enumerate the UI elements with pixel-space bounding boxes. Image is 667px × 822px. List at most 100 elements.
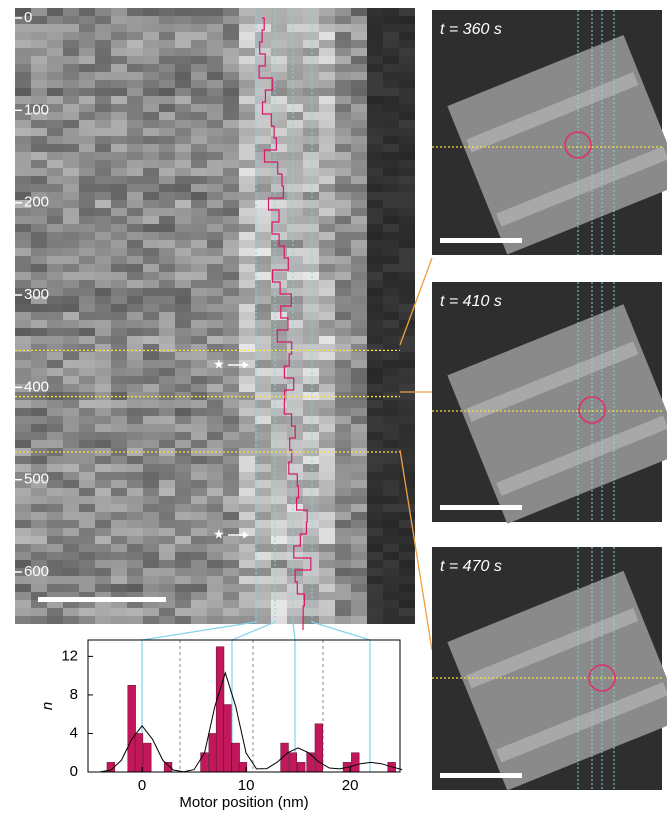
kymo-pixel [207,456,223,464]
kymo-pixel [239,8,255,16]
kymo-pixel [351,384,367,392]
kymo-pixel [319,216,335,224]
kymo-pixel [159,40,175,48]
kymo-pixel [95,32,111,40]
kymo-pixel [399,64,415,72]
kymo-pixel [319,496,335,504]
kymo-pixel [143,112,159,120]
kymo-pixel [319,280,335,288]
kymo-pixel [111,8,127,16]
kymo-pixel [95,616,111,624]
kymo-pixel [255,488,271,496]
kymo-pixel [127,456,143,464]
kymo-pixel [191,104,207,112]
kymo-pixel [319,248,335,256]
kymo-pixel [303,312,319,320]
bar [201,753,209,772]
kymo-pixel [63,56,79,64]
kymo-pixel [191,480,207,488]
kymo-pixel [239,136,255,144]
kymo-pixel [127,616,143,624]
kymo-pixel [111,576,127,584]
kymo-pixel [303,16,319,24]
kymo-pixel [287,320,303,328]
kymo-pixel [399,104,415,112]
kymo-pixel [399,128,415,136]
kymo-pixel [319,400,335,408]
kymo-pixel [239,320,255,328]
kymo-pixel [303,544,319,552]
bar [135,733,143,772]
kymo-pixel [319,608,335,616]
kymo-pixel [31,144,47,152]
kymo-pixel [239,264,255,272]
kymo-pixel [15,616,31,624]
kymo-pixel [367,256,383,264]
kymo-pixel [79,256,95,264]
kymo-pixel [207,224,223,232]
kymo-pixel [79,368,95,376]
kymo-pixel [319,360,335,368]
kymo-pixel [287,520,303,528]
kymo-pixel [159,312,175,320]
kymo-pixel [95,160,111,168]
kymo-pixel [143,48,159,56]
kymo-pixel [335,128,351,136]
kymo-pixel [207,584,223,592]
kymo-pixel [351,40,367,48]
kymo-pixel [287,504,303,512]
kymo-pixel [31,128,47,136]
kymo-pixel [399,464,415,472]
kymo-pixel [79,408,95,416]
kymo-pixel [351,232,367,240]
kymo-pixel [255,592,271,600]
kymo-pixel [15,216,31,224]
kymo-pixel [143,496,159,504]
kymo-pixel [207,568,223,576]
kymo-pixel [399,160,415,168]
kymo-pixel [127,16,143,24]
kymo-pixel [175,608,191,616]
kymo-pixel [351,536,367,544]
kymo-pixel [63,64,79,72]
kymo-pixel [159,384,175,392]
kymo-pixel [239,432,255,440]
kymo-pixel [159,528,175,536]
kymo-pixel [335,8,351,16]
kymo-pixel [175,584,191,592]
kymo-pixel [111,152,127,160]
kymo-pixel [319,616,335,624]
kymo-pixel [191,168,207,176]
kymo-pixel [271,480,287,488]
kymo-pixel [271,552,287,560]
kymo-pixel [223,56,239,64]
kymo-pixel [399,192,415,200]
kymo-pixel [239,536,255,544]
kymo-pixel [143,144,159,152]
kymo-pixel [303,592,319,600]
kymo-pixel [399,200,415,208]
kymo-pixel [223,576,239,584]
kymo-pixel [15,144,31,152]
kymo-pixel [175,312,191,320]
kymo-pixel [351,80,367,88]
bar [289,753,297,772]
kymo-pixel [95,8,111,16]
kymo-pixel [127,552,143,560]
kymo-pixel [319,296,335,304]
kymo-pixel [175,424,191,432]
kymo-pixel [47,16,63,24]
kymo-pixel [255,304,271,312]
kymo-pixel [191,600,207,608]
kymo-pixel [351,8,367,16]
kymo-pixel [159,96,175,104]
kymo-pixel [63,408,79,416]
kymo-pixel [207,136,223,144]
kymo-pixel [127,512,143,520]
kymo-pixel [95,264,111,272]
kymo-pixel [335,296,351,304]
kymo-pixel [351,576,367,584]
kymo-pixel [319,232,335,240]
kymo-pixel [207,272,223,280]
kymo-pixel [111,376,127,384]
